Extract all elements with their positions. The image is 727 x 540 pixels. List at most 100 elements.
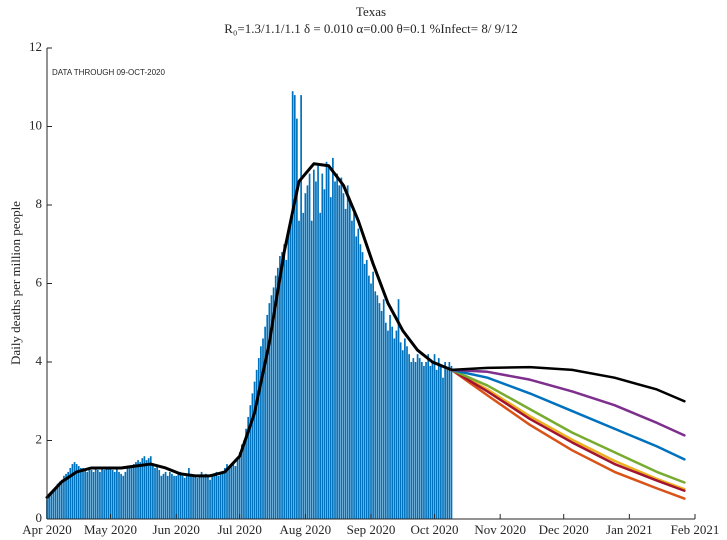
bar (338, 185, 341, 519)
bar (380, 310, 383, 519)
bar (272, 287, 275, 519)
y-tick-label: 8 (36, 196, 43, 211)
bar (154, 467, 156, 519)
bar (302, 212, 305, 519)
x-tick-label: Aug 2020 (280, 522, 332, 537)
bar (266, 314, 269, 519)
bar (211, 475, 214, 519)
bar (257, 358, 260, 519)
bar (425, 362, 427, 519)
y-tick-label: 12 (29, 39, 42, 54)
bar (255, 369, 258, 519)
line (45, 162, 453, 499)
bar (276, 267, 279, 519)
bar (219, 473, 222, 519)
bar (310, 220, 313, 519)
bar (365, 259, 368, 519)
bar (281, 252, 283, 519)
bar (319, 212, 322, 519)
bar (450, 365, 453, 519)
bar (196, 477, 199, 519)
x-tick-label: Jul 2020 (217, 522, 261, 537)
bar (135, 462, 137, 519)
bar (408, 354, 410, 519)
bar (346, 185, 349, 519)
bar (382, 299, 385, 519)
bar (50, 493, 53, 519)
bar (132, 464, 135, 519)
bar (158, 469, 161, 519)
bar (363, 263, 366, 519)
bar (245, 428, 247, 519)
bar (92, 471, 95, 519)
bar (139, 462, 142, 519)
x-tick-label: Oct 2020 (411, 522, 459, 537)
bar (306, 185, 309, 519)
bar (65, 473, 67, 519)
bar (94, 467, 97, 519)
bar (224, 467, 226, 519)
bar (75, 464, 78, 519)
bar (149, 456, 152, 519)
bar (274, 275, 277, 519)
bar (230, 464, 233, 519)
chart-title: Texas (356, 4, 386, 19)
bar (355, 236, 358, 519)
bar (243, 440, 245, 519)
line (450, 365, 686, 403)
bar (327, 165, 330, 519)
bar (145, 460, 148, 519)
bar (401, 350, 404, 519)
bar (207, 475, 209, 519)
bar (427, 354, 430, 519)
bar (177, 473, 180, 519)
bar (357, 228, 360, 520)
bar (315, 181, 317, 519)
bar (414, 362, 417, 519)
bar (109, 467, 112, 519)
bar (190, 473, 192, 519)
bar (378, 303, 381, 519)
bar (279, 256, 281, 519)
bar (249, 405, 252, 519)
bar (262, 338, 264, 519)
bar (268, 303, 271, 519)
bar (342, 193, 345, 519)
bar (289, 220, 292, 519)
bar (73, 462, 76, 519)
x-tick-label: May 2020 (84, 522, 137, 537)
bar (188, 467, 190, 519)
bar (221, 471, 224, 519)
x-tick-label: Nov 2020 (474, 522, 526, 537)
bar (111, 469, 114, 519)
bar (325, 161, 328, 519)
bar (168, 471, 171, 519)
bar (291, 91, 294, 520)
bar (48, 495, 50, 519)
x-tick-label: Jun 2020 (153, 522, 200, 537)
x-tick-label: Dec 2020 (539, 522, 589, 537)
bar (384, 322, 387, 519)
bar (370, 283, 372, 519)
bar (113, 471, 116, 519)
bar (251, 393, 254, 519)
plot-area (45, 91, 686, 520)
bar (240, 444, 243, 519)
bar (433, 354, 436, 519)
bar (90, 469, 93, 519)
bar (283, 244, 286, 519)
x-tick-label: Apr 2020 (22, 522, 71, 537)
bar (293, 95, 296, 519)
bar (446, 369, 449, 519)
bar (296, 118, 298, 520)
x-tick-label: Feb 2021 (671, 522, 720, 537)
bar (393, 338, 396, 519)
bar (351, 220, 353, 519)
bar (264, 326, 266, 519)
bar (160, 475, 163, 519)
bar (387, 330, 389, 519)
bar (54, 487, 57, 519)
bar (304, 193, 307, 519)
